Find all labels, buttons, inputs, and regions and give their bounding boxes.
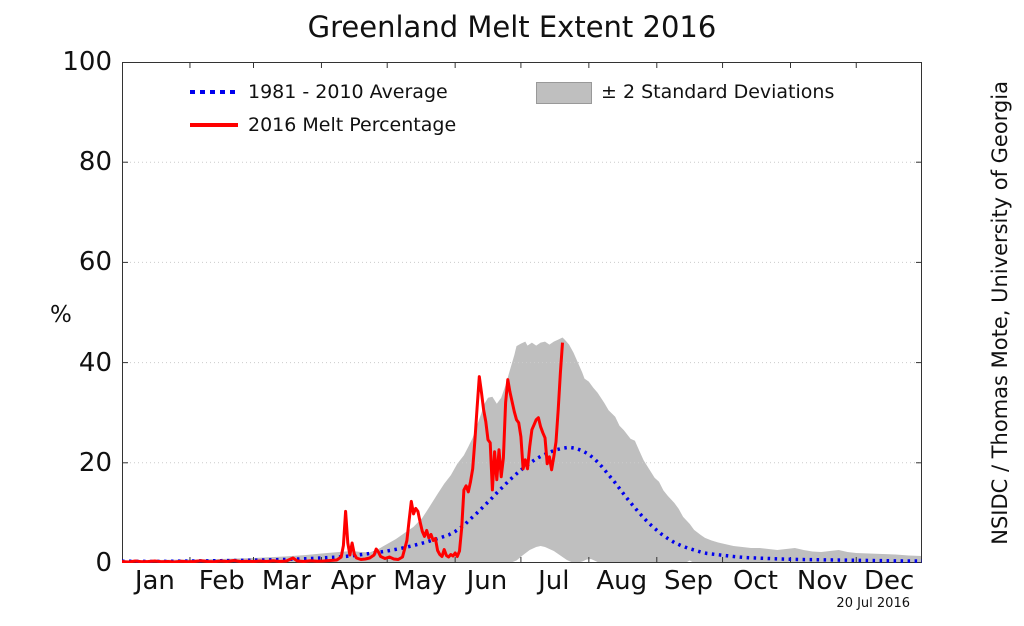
x-tick-label-apr: Apr <box>330 566 376 596</box>
y-tick-label-80: 80 <box>78 147 112 178</box>
y-tick-label-60: 60 <box>78 247 112 278</box>
x-tick-label-feb: Feb <box>198 566 245 596</box>
legend-melt-line-sample <box>190 123 238 127</box>
series-line-melt <box>122 342 564 563</box>
chart-canvas <box>122 62 922 563</box>
legend-average-label: 1981 - 2010 Average <box>248 81 448 103</box>
x-tick-label-oct: Oct <box>732 566 778 596</box>
x-tick-label-aug: Aug <box>596 566 648 596</box>
x-tick-label-jun: Jun <box>466 566 508 596</box>
x-tick-label-jul: Jul <box>538 566 570 596</box>
y-axis-label: % <box>50 302 72 328</box>
x-tick-label-mar: Mar <box>261 566 311 596</box>
y-tick-label-40: 40 <box>78 347 112 378</box>
legend-melt-label: 2016 Melt Percentage <box>248 114 457 136</box>
legend-stddev-label: ± 2 Standard Deviations <box>601 81 835 103</box>
y-tick-label-100: 100 <box>62 47 112 77</box>
chart-title: Greenland Melt Extent 2016 <box>307 10 717 44</box>
y-tick-label-0: 0 <box>95 548 112 578</box>
date-stamp: 20 Jul 2016 <box>836 596 910 611</box>
axes-frame <box>122 62 922 563</box>
legend-average-line-sample <box>190 90 238 94</box>
series-line-average <box>122 445 922 563</box>
y-tick-label-20: 20 <box>78 447 112 478</box>
x-tick-label-dec: Dec <box>863 566 915 596</box>
plot-area <box>122 62 922 563</box>
x-tick-label-jan: Jan <box>134 566 175 596</box>
x-tick-label-nov: Nov <box>796 566 848 596</box>
legend-stddev-swatch <box>536 82 592 104</box>
x-tick-label-sep: Sep <box>664 566 714 596</box>
credit-vertical-text: NSIDC / Thomas Mote, University of Georg… <box>987 81 1012 545</box>
x-tick-label-may: May <box>393 566 447 596</box>
